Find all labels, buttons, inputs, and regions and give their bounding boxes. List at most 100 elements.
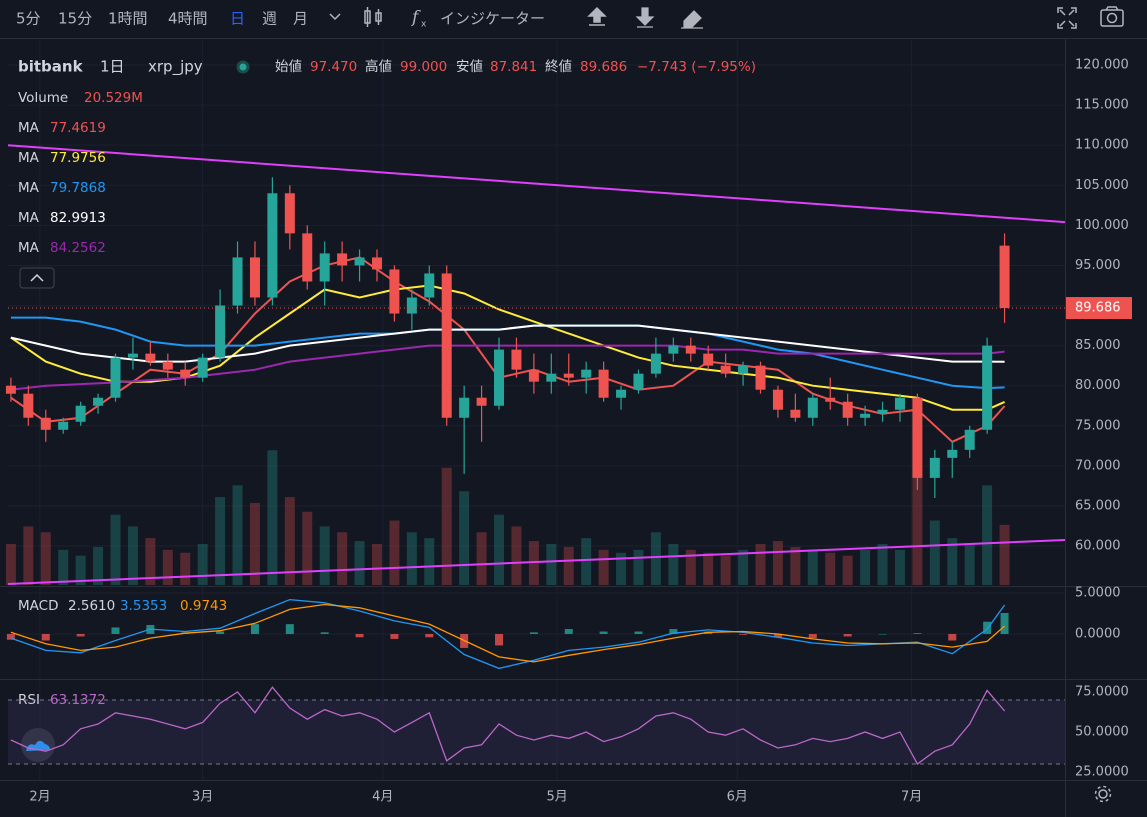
upload-button[interactable] xyxy=(587,6,607,26)
volume-bar xyxy=(127,526,138,585)
candle-body xyxy=(703,353,714,366)
volume-bar xyxy=(912,473,923,585)
candle-body xyxy=(23,393,34,418)
volume-bar xyxy=(772,541,783,585)
ma-value: 77.4619 xyxy=(50,120,106,136)
macd-histogram-bar xyxy=(599,631,608,634)
candle-body xyxy=(999,245,1010,309)
x-tick-label: 6月 xyxy=(727,790,748,805)
macd-histogram-bar xyxy=(634,631,643,634)
macd-histogram-value: 2.5610 xyxy=(68,598,115,614)
download-button[interactable] xyxy=(635,7,655,28)
y-tick-label: 75.0000 xyxy=(1075,685,1129,700)
y-tick-label: 85.000 xyxy=(1075,338,1121,353)
chart-type-button[interactable] xyxy=(364,7,382,27)
candle-body xyxy=(929,457,940,478)
fullscreen-button[interactable] xyxy=(1057,7,1077,29)
macd-value: 0.9743 xyxy=(180,598,227,614)
y-tick-label: 25.0000 xyxy=(1075,765,1129,780)
interval-label: 1日 xyxy=(100,58,125,76)
ohlc-value: 87.841 xyxy=(490,59,537,75)
x-tick-label: 5月 xyxy=(546,790,567,805)
settings-button[interactable] xyxy=(1094,785,1112,803)
volume-bar xyxy=(546,543,557,585)
volume-bar xyxy=(389,520,400,585)
volume-value: 20.529M xyxy=(84,90,143,106)
candle-body xyxy=(633,373,644,390)
candle-body xyxy=(441,273,452,418)
x-tick-label: 7月 xyxy=(901,790,922,805)
candle-body xyxy=(650,353,661,374)
volume-bar xyxy=(633,549,644,585)
macd-histogram-bar xyxy=(983,621,992,634)
indicators-button[interactable]: インジケーター xyxy=(440,10,545,28)
candle-body xyxy=(476,397,487,406)
volume-bar xyxy=(232,485,243,585)
volume-bar xyxy=(894,549,905,585)
volume-bar xyxy=(720,555,731,585)
macd-histogram-bar xyxy=(669,629,678,634)
interval-button[interactable]: 4時間 xyxy=(168,10,208,28)
interval-button[interactable]: 週 xyxy=(262,10,277,28)
macd-histogram-bar xyxy=(564,629,573,634)
candle-body xyxy=(249,257,260,298)
candle-body xyxy=(947,449,958,458)
candle-body xyxy=(5,385,16,394)
candle-body xyxy=(528,369,539,382)
interval-button[interactable]: 日 xyxy=(230,10,245,28)
candle-body xyxy=(145,353,156,362)
volume-bar xyxy=(650,532,661,585)
last-price-label: 89.686 xyxy=(1075,301,1121,316)
interval-dropdown[interactable] xyxy=(329,13,341,21)
volume-bar xyxy=(476,532,487,585)
volume-bar xyxy=(284,497,295,585)
screenshot-button[interactable] xyxy=(1100,6,1124,27)
interval-button[interactable]: 15分 xyxy=(58,10,92,28)
fx-icon[interactable]: f xyxy=(410,8,421,28)
candle-body xyxy=(982,345,993,430)
volume-bar xyxy=(249,502,260,585)
candle-body xyxy=(58,421,69,430)
y-tick-label: 105.000 xyxy=(1075,178,1129,193)
macd-histogram-bar xyxy=(808,633,817,639)
collapse-legend-button[interactable] xyxy=(19,267,55,289)
candle-body xyxy=(877,409,888,414)
interval-button[interactable]: 5分 xyxy=(16,10,41,28)
macd-histogram-bar xyxy=(355,633,364,638)
y-tick-label: 50.0000 xyxy=(1075,725,1129,740)
interval-button[interactable]: 1時間 xyxy=(108,10,148,28)
ohlc-value: 99.000 xyxy=(400,59,447,75)
volume-bar xyxy=(75,555,86,585)
rsi-legend: RSI xyxy=(18,692,40,708)
volume-bar xyxy=(215,497,226,585)
volume-legend: Volume xyxy=(18,90,68,106)
y-tick-label: 95.000 xyxy=(1075,258,1121,273)
candle-body xyxy=(825,397,836,402)
ohlc-name: 終値 xyxy=(545,59,572,75)
volume-bar xyxy=(110,514,121,585)
candle-body xyxy=(511,349,522,370)
rsi-band xyxy=(8,700,1065,764)
ma-legend: MA xyxy=(18,240,40,256)
macd-histogram-bar xyxy=(739,633,748,635)
candle-body xyxy=(755,365,766,390)
interval-button[interactable]: 月 xyxy=(293,10,308,28)
moving-average xyxy=(10,324,1005,363)
y-tick-label: 80.000 xyxy=(1075,378,1121,393)
macd-line xyxy=(10,598,1006,670)
candle-body xyxy=(215,305,226,358)
macd-histogram-bar xyxy=(773,633,782,638)
ma-legend: MA xyxy=(18,210,40,226)
volume-bar xyxy=(319,526,330,585)
candle-body xyxy=(180,369,191,378)
last-price-tag xyxy=(1066,297,1132,320)
ma-value: 84.2562 xyxy=(50,240,106,256)
exchange-name: bitbank xyxy=(18,58,84,76)
candle-body xyxy=(842,401,853,418)
eraser-button[interactable] xyxy=(681,10,703,29)
candle-body xyxy=(389,269,400,314)
y-tick-label: 65.000 xyxy=(1075,498,1121,513)
candle-body xyxy=(284,193,295,234)
candle-body xyxy=(371,257,382,270)
